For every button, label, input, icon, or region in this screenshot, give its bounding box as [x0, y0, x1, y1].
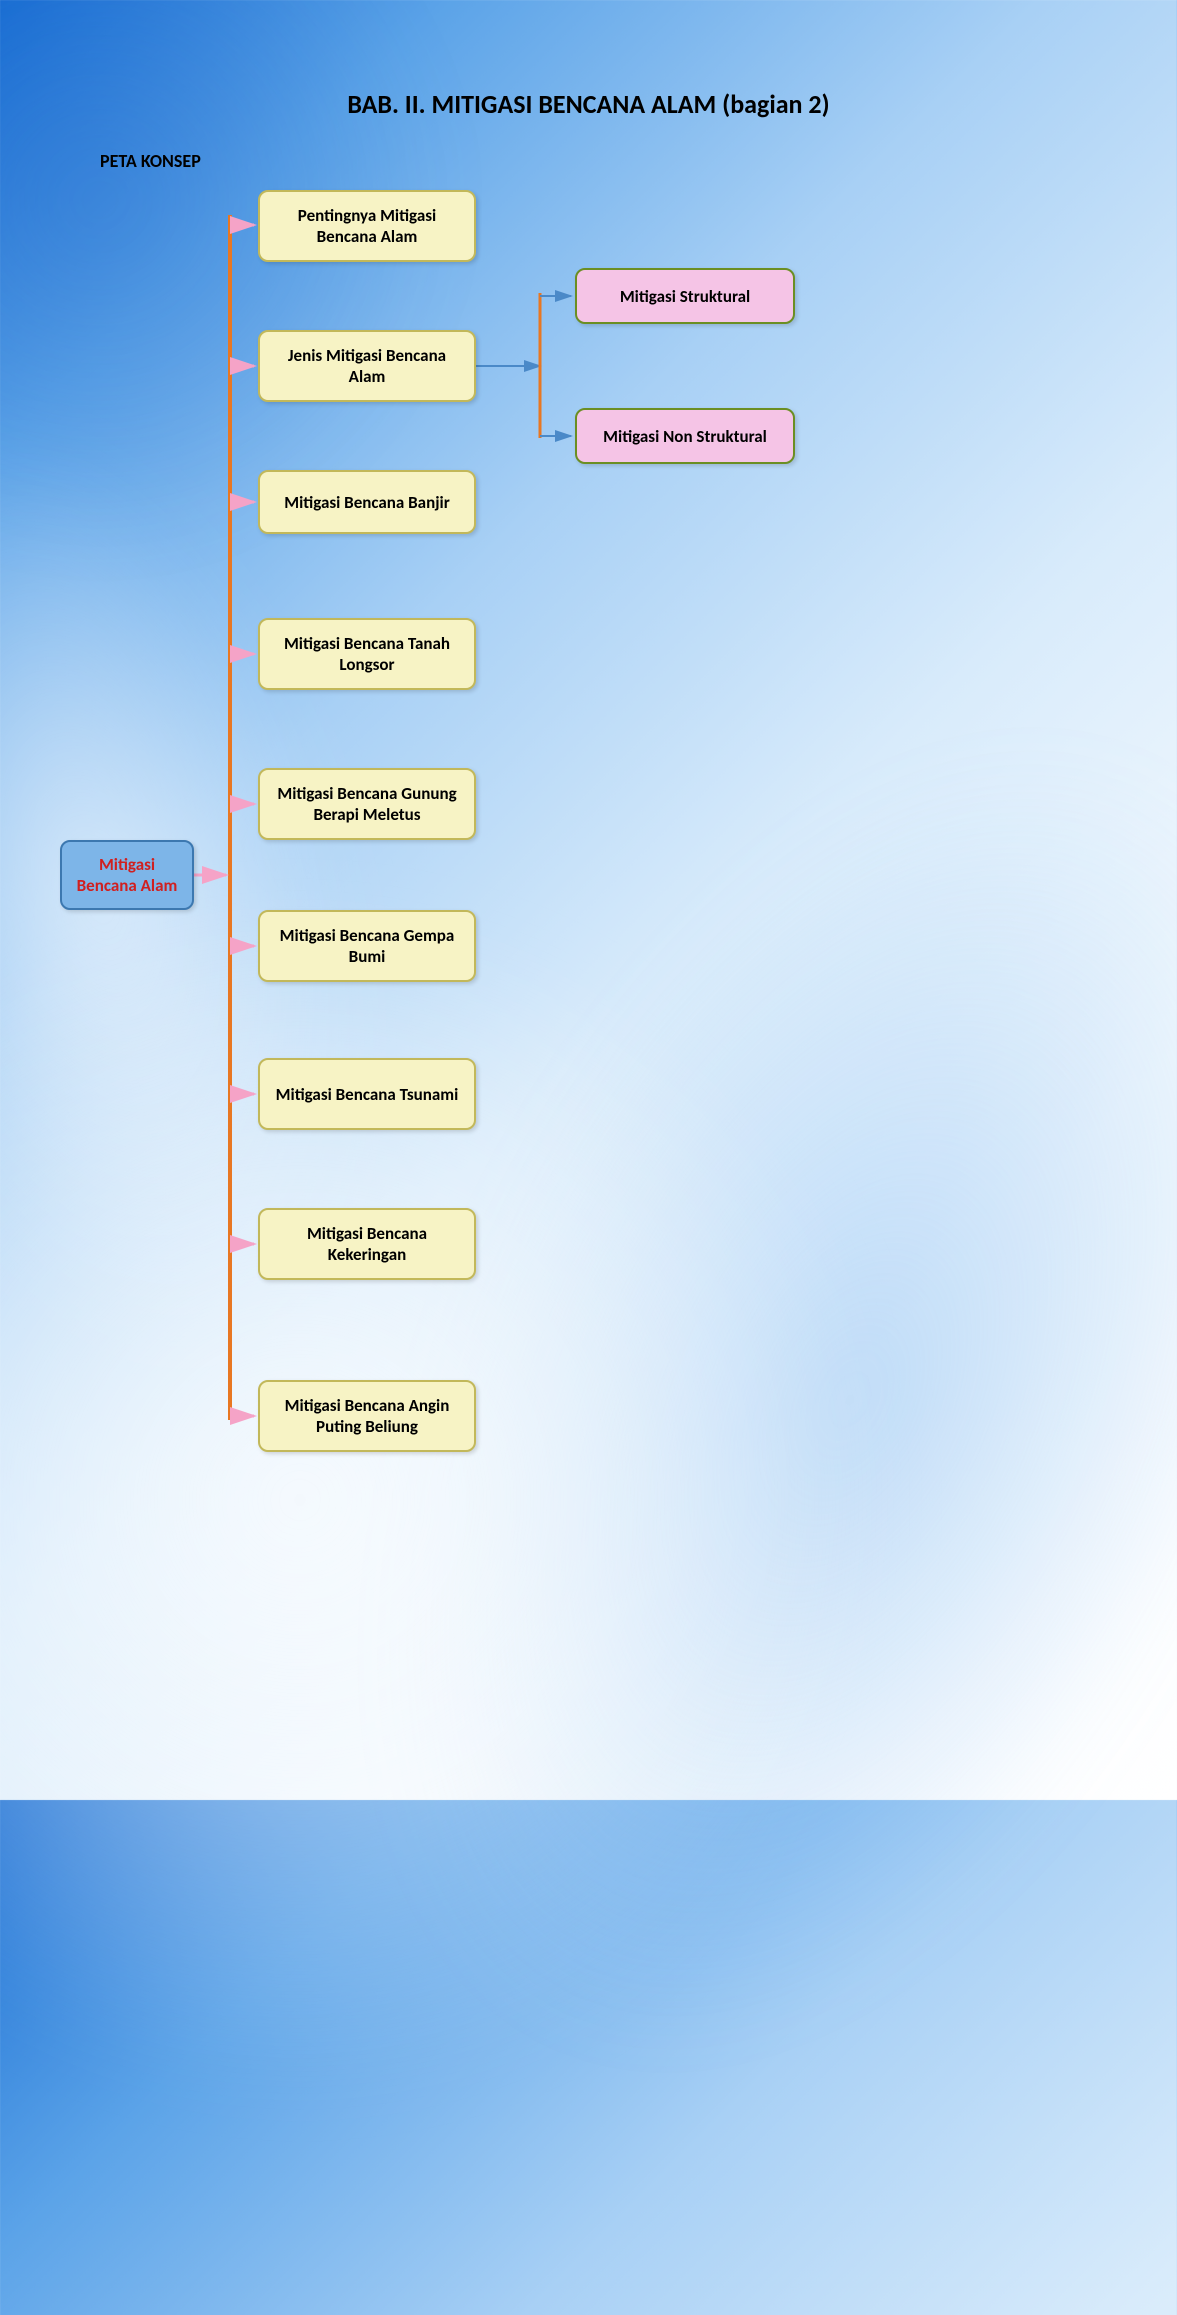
node-s1: Mitigasi Struktural	[575, 268, 795, 324]
node-root: Mitigasi Bencana Alam	[60, 840, 194, 910]
node-c5: Mitigasi Bencana Gunung Berapi Meletus	[258, 768, 476, 840]
node-c7: Mitigasi Bencana Tsunami	[258, 1058, 476, 1130]
page-title: BAB. II. MITIGASI BENCANA ALAM (bagian 2…	[0, 88, 1177, 120]
node-c1: Pentingnya Mitigasi Bencana Alam	[258, 190, 476, 262]
node-c8: Mitigasi Bencana Kekeringan	[258, 1208, 476, 1280]
node-c3: Mitigasi Bencana Banjir	[258, 470, 476, 534]
node-c9: Mitigasi Bencana Angin Puting Beliung	[258, 1380, 476, 1452]
node-c6: Mitigasi Bencana Gempa Bumi	[258, 910, 476, 982]
node-c2: Jenis Mitigasi Bencana Alam	[258, 330, 476, 402]
node-c4: Mitigasi Bencana Tanah Longsor	[258, 618, 476, 690]
subtitle: PETA KONSEP	[100, 150, 201, 172]
node-s2: Mitigasi Non Struktural	[575, 408, 795, 464]
